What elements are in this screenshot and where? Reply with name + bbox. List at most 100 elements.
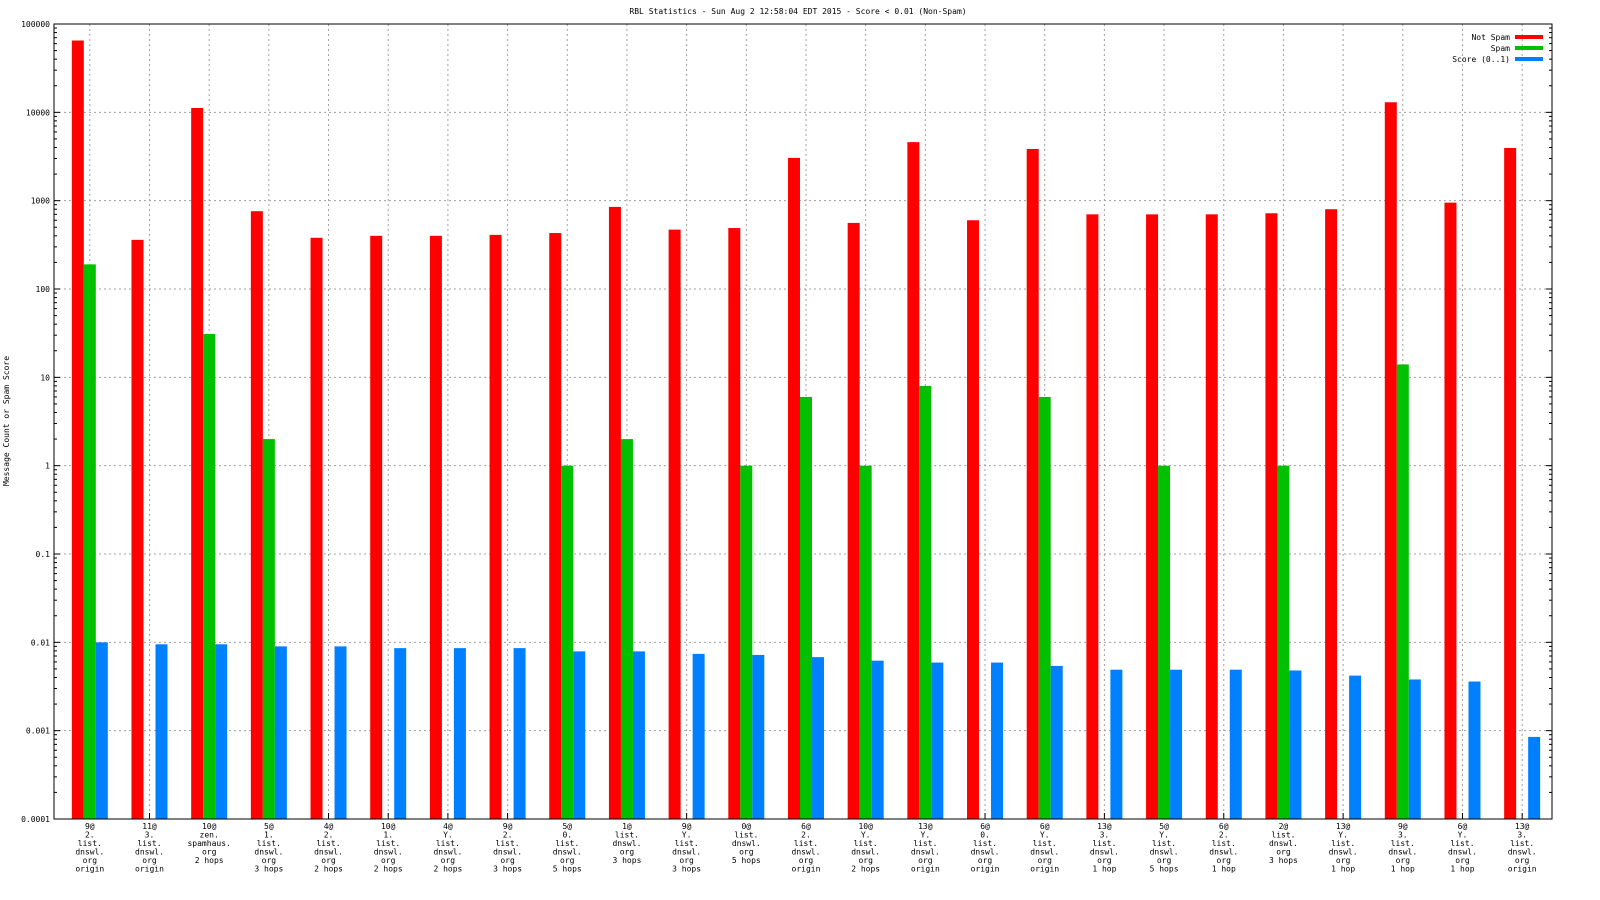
- bar-spam: [620, 439, 633, 819]
- bar-not-spam: [191, 107, 204, 820]
- x-tick-label-line: list.: [137, 839, 161, 848]
- x-tick-label-line: dnswl.: [971, 848, 1000, 857]
- bar-not-spam: [608, 206, 621, 820]
- bar-spam: [919, 385, 932, 819]
- x-tick-label-line: 0.: [980, 831, 990, 840]
- x-tick-label-line: dnswl.: [612, 839, 641, 848]
- x-tick-label-line: 2@: [1279, 822, 1289, 831]
- x-tick-label-line: 9@: [1398, 822, 1408, 831]
- x-tick-label-line: org: [1276, 848, 1291, 857]
- x-tick-label-line: org: [739, 848, 754, 857]
- x-tick-label: 13@ Y. list. dnswl. org 1 hop: [1329, 822, 1358, 874]
- x-tick-label-line: 2.: [85, 831, 95, 840]
- x-tick-label-line: list.: [1033, 839, 1057, 848]
- x-tick-label-line: org: [1396, 856, 1411, 865]
- bar-spam: [262, 439, 275, 819]
- x-tick-label-line: 5 hops: [732, 856, 761, 865]
- bar-not-spam: [250, 211, 263, 819]
- bar-not-spam: [549, 233, 562, 819]
- x-tick-label: 13@ 3. list. dnswl. org 1 hop: [1090, 822, 1119, 874]
- x-tick-label-line: list.: [1271, 831, 1295, 840]
- x-tick-label: 6@ 2. list. dnswl. org origin: [792, 822, 821, 874]
- x-tick-label-line: 13@: [1336, 822, 1351, 831]
- x-tick-label-line: org: [858, 856, 873, 865]
- x-tick-label-line: 6@: [1458, 822, 1468, 831]
- bar-score-0-1: [274, 646, 287, 819]
- bar-spam: [1158, 465, 1171, 819]
- x-tick-label: 2@ list. dnswl. org 3 hops: [1269, 822, 1298, 865]
- x-tick-label-line: dnswl.: [374, 848, 403, 857]
- y-tick-label: 1000: [31, 197, 50, 206]
- x-tick-label-line: list.: [854, 839, 878, 848]
- x-tick-label-line: 2 hops: [851, 865, 880, 874]
- x-tick-label-line: origin: [135, 865, 164, 874]
- x-tick-label-line: org: [262, 856, 277, 865]
- x-tick-label-line: dnswl.: [1209, 848, 1238, 857]
- x-tick-label-line: 1 hop: [1391, 865, 1415, 874]
- legend: Not Spam Spam Score (0..1): [1452, 33, 1543, 64]
- bar-not-spam: [310, 237, 323, 820]
- x-tick-label-line: 2 hops: [195, 856, 224, 865]
- x-tick-label-line: dnswl.: [75, 848, 104, 857]
- bar-score-0-1: [692, 653, 705, 819]
- x-tick-label: 6@ Y. list. dnswl. org origin: [1030, 822, 1059, 874]
- bar-not-spam: [1205, 214, 1218, 819]
- bar-spam: [203, 333, 216, 819]
- x-tick-label-line: dnswl.: [1030, 848, 1059, 857]
- x-tick-label-line: 3.: [1398, 831, 1408, 840]
- x-tick-label-line: 10@: [381, 822, 396, 831]
- legend-label-score-0-1: Score (0..1): [1452, 55, 1510, 64]
- x-tick-label-line: Y.: [1458, 831, 1468, 840]
- x-tick-label: 1@ list. dnswl. org 3 hops: [612, 822, 641, 865]
- x-tick-label-line: dnswl.: [433, 848, 462, 857]
- x-tick-label-line: org: [1455, 856, 1470, 865]
- x-tick-label-line: Y.: [1338, 831, 1348, 840]
- x-tick-label-line: dnswl.: [792, 848, 821, 857]
- x-tick-label-line: org: [83, 856, 98, 865]
- bar-score-0-1: [632, 651, 645, 819]
- bar-score-0-1: [1170, 669, 1183, 819]
- x-tick-label-line: org: [1217, 856, 1232, 865]
- x-tick-label-line: 6@: [801, 822, 811, 831]
- y-tick-label: 1: [45, 462, 50, 471]
- x-tick-label: 4@ 2. list. dnswl. org 2 hops: [314, 822, 343, 874]
- y-tick-label: 10: [40, 373, 50, 382]
- bar-not-spam: [489, 234, 502, 820]
- bar-score-0-1: [334, 646, 347, 819]
- x-tick-label-line: 2.: [503, 831, 513, 840]
- x-tick-label-line: 10@: [858, 822, 873, 831]
- x-tick-label-line: dnswl.: [672, 848, 701, 857]
- x-tick-label-line: 2 hops: [433, 865, 462, 874]
- x-tick-label-line: origin: [971, 865, 1000, 874]
- x-tick-label-line: 1.: [383, 831, 393, 840]
- x-tick-label-line: Y.: [921, 831, 931, 840]
- y-tick-labels: 0.0001 0.001 0.01 0.1 1 10 100 1000 10000 100000: [21, 20, 50, 824]
- x-tick-label: 6@ 2. list. dnswl. org 1 hop: [1209, 822, 1238, 874]
- x-tick-label-line: 3 hops: [1269, 856, 1298, 865]
- x-tick-label-line: 2.: [801, 831, 811, 840]
- bar-not-spam: [1265, 213, 1278, 819]
- y-tick-label: 0.01: [31, 638, 50, 647]
- x-tick-label: 13@ Y. list. dnswl. org origin: [911, 822, 940, 874]
- bar-not-spam: [1384, 102, 1397, 820]
- x-tick-label-line: org: [679, 856, 694, 865]
- y-tick-label: 0.1: [36, 550, 51, 559]
- x-tick-label-line: list.: [734, 831, 758, 840]
- x-tick-label-line: 13@: [918, 822, 933, 831]
- x-tick-label-line: 2 hops: [374, 865, 403, 874]
- x-tick-label-line: list.: [675, 839, 699, 848]
- x-tick-label: 9@ 3. list. dnswl. org 1 hop: [1388, 822, 1417, 874]
- x-tick-label-line: org: [918, 856, 933, 865]
- x-tick-label-line: 1.: [264, 831, 274, 840]
- bar-spam: [1277, 465, 1290, 819]
- x-tick-label: 11@ 3. list. dnswl. org origin: [135, 822, 164, 874]
- y-tick-label: 0.0001: [21, 815, 50, 824]
- x-tick-label: 9@ Y. list. dnswl. org 3 hops: [672, 822, 701, 874]
- x-tick-label-line: 9@: [682, 822, 692, 831]
- bar-not-spam: [847, 222, 860, 820]
- x-tick-label-line: list.: [1510, 839, 1534, 848]
- x-tick-label-line: 1 hop: [1450, 865, 1474, 874]
- x-tick-label-line: list.: [555, 839, 579, 848]
- bar-score-0-1: [1110, 669, 1123, 819]
- x-tick-label-line: 4@: [443, 822, 453, 831]
